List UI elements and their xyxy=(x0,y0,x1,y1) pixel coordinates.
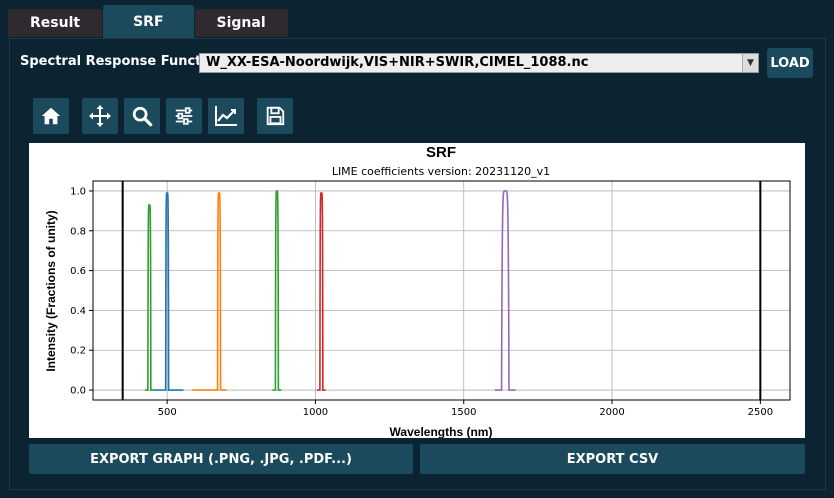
y-tick-label: 0.0 xyxy=(70,386,86,397)
srf-chart: SRF LIME coefficients version: 20231120_… xyxy=(44,144,791,438)
y-tick-label: 0.2 xyxy=(70,346,86,357)
srf-band-line xyxy=(316,192,326,391)
tab-signal[interactable]: Signal xyxy=(194,9,288,37)
x-axis-label: Wavelengths (nm) xyxy=(390,425,493,438)
zoom-icon xyxy=(132,106,153,127)
srf-band-line xyxy=(153,192,184,391)
srf-band-line xyxy=(144,204,154,391)
y-axis-label: Intensity (Fractions of unity) xyxy=(44,210,58,371)
chart-title: SRF xyxy=(426,144,456,161)
y-tick-label: 0.6 xyxy=(70,266,86,277)
chart-line-icon xyxy=(215,106,237,126)
srf-band-line xyxy=(272,190,282,391)
y-tick-label: 0.4 xyxy=(70,306,86,317)
srf-selected-value: W_XX-ESA-Noordwijk,VIS+NIR+SWIR,CIMEL_10… xyxy=(206,55,589,70)
export-graph-button[interactable]: EXPORT GRAPH (.PNG, .JPG, .PDF...) xyxy=(29,444,413,474)
x-tick-label: 500 xyxy=(158,407,177,418)
y-tick-label: 0.8 xyxy=(70,226,86,237)
x-tick-label: 2000 xyxy=(599,407,624,418)
export-csv-button[interactable]: EXPORT CSV xyxy=(420,444,805,474)
pan-button[interactable] xyxy=(82,98,118,134)
srf-band-line xyxy=(494,190,516,391)
chart-frame xyxy=(92,180,791,401)
edit-axis-button[interactable] xyxy=(208,98,244,134)
x-tick-label: 2500 xyxy=(748,407,773,418)
srf-label: Spectral Response Function: xyxy=(20,54,230,69)
move-icon xyxy=(89,105,111,127)
load-button[interactable]: LOAD xyxy=(767,48,813,78)
y-tick-label: 1.0 xyxy=(70,186,86,197)
save-figure-button[interactable] xyxy=(257,98,293,134)
srf-file-select[interactable]: W_XX-ESA-Noordwijk,VIS+NIR+SWIR,CIMEL_10… xyxy=(199,53,759,73)
home-button[interactable] xyxy=(33,98,69,134)
chart-series xyxy=(121,181,762,400)
chevron-down-icon[interactable]: ▼ xyxy=(742,54,758,72)
tab-bar: Result SRF Signal xyxy=(8,5,289,38)
save-icon xyxy=(266,106,285,126)
srf-band-line xyxy=(192,192,227,391)
tab-srf[interactable]: SRF xyxy=(103,5,194,38)
srf-plot[interactable]: SRF LIME coefficients version: 20231120_… xyxy=(29,143,805,438)
chart-grid xyxy=(93,181,790,400)
configure-subplots-button[interactable] xyxy=(166,98,202,134)
settings-sliders-icon xyxy=(175,107,193,125)
zoom-button[interactable] xyxy=(124,98,160,134)
tab-result[interactable]: Result xyxy=(8,9,103,37)
chart-subtitle: LIME coefficients version: 20231120_v1 xyxy=(332,165,550,178)
chart-ticks: 500 1000 1500 2000 2500 0.0 0.2 0.4 0.6 0.8 1.0 xyxy=(70,186,773,418)
x-tick-label: 1500 xyxy=(451,407,476,418)
x-tick-label: 1000 xyxy=(303,407,328,418)
home-icon xyxy=(41,107,61,125)
